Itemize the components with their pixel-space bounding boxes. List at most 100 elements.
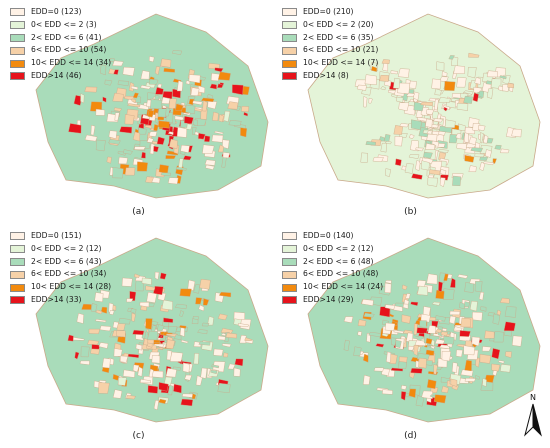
tract-polygon bbox=[363, 95, 368, 108]
legend-item-class4: 10< EDD <= 14 (7) bbox=[282, 57, 378, 70]
tract-polygon bbox=[114, 112, 120, 122]
tract-polygon bbox=[187, 279, 196, 291]
tract-polygon bbox=[129, 291, 137, 301]
legend-item-class3: 6< EDD <= 10 (48) bbox=[282, 268, 383, 281]
tract-polygon bbox=[99, 325, 112, 332]
tract-polygon bbox=[450, 378, 458, 387]
tract-polygon bbox=[393, 77, 401, 89]
tract-polygon bbox=[233, 367, 241, 377]
tract-polygon bbox=[160, 58, 172, 68]
tract-polygon bbox=[456, 77, 467, 88]
tract-polygon bbox=[227, 363, 236, 370]
legend-label: EDD>14 (8) bbox=[303, 70, 349, 80]
tract-polygon bbox=[76, 313, 84, 324]
tract-polygon bbox=[441, 350, 452, 362]
tract-polygon bbox=[113, 107, 122, 112]
tract-polygon bbox=[193, 341, 202, 348]
tract-polygon bbox=[165, 155, 177, 160]
tract-polygon bbox=[456, 143, 468, 150]
panel-caption: (d) bbox=[404, 431, 417, 441]
tract-polygon bbox=[433, 364, 438, 375]
tract-polygon bbox=[218, 291, 232, 298]
tract-polygon bbox=[211, 364, 220, 369]
tract-polygon bbox=[420, 313, 431, 323]
legend-label: 10< EDD <= 14 (7) bbox=[303, 58, 379, 68]
tract-polygon bbox=[419, 320, 427, 329]
tract-polygon bbox=[472, 311, 483, 322]
legend-item-class2: 2< EDD <= 6 (35) bbox=[282, 32, 378, 45]
tract-polygon bbox=[113, 348, 123, 357]
choropleth-map-b bbox=[307, 13, 541, 199]
tract-polygon bbox=[147, 110, 155, 118]
tract-polygon bbox=[157, 108, 168, 118]
tract-polygon bbox=[112, 321, 119, 329]
tract-polygon bbox=[132, 329, 145, 335]
tract-polygon bbox=[130, 85, 139, 90]
tract-polygon bbox=[379, 74, 390, 82]
legend-label: 0< EDD <= 2 (3) bbox=[31, 19, 97, 29]
tract-polygon bbox=[223, 352, 229, 358]
tract-polygon bbox=[390, 70, 398, 75]
legend-item-class0: EDD=0 (151) bbox=[10, 230, 111, 243]
tract-polygon bbox=[98, 382, 110, 394]
tract-polygon bbox=[472, 92, 479, 102]
tract-polygon bbox=[119, 126, 133, 134]
tract-polygon bbox=[362, 353, 369, 363]
tract-polygon bbox=[211, 134, 224, 143]
tract-polygon bbox=[117, 377, 127, 386]
legend-item-class1: 0< EDD <= 2 (12) bbox=[282, 243, 383, 256]
tract-polygon bbox=[165, 367, 177, 378]
tract-polygon bbox=[169, 351, 184, 362]
tract-polygon bbox=[94, 318, 107, 323]
tract-polygon bbox=[192, 100, 203, 106]
tract-polygon bbox=[474, 153, 485, 158]
tract-polygon bbox=[399, 123, 410, 128]
map-panel-c: EDD=0 (151) 0< EDD <= 2 (12) 2< EDD <= 6… bbox=[6, 228, 271, 443]
tract-polygon bbox=[141, 277, 152, 285]
tract-polygon bbox=[167, 131, 174, 135]
tract-polygon bbox=[356, 84, 367, 91]
tract-polygon bbox=[463, 345, 475, 356]
tract-polygon bbox=[225, 332, 238, 339]
tract-polygon bbox=[112, 389, 123, 399]
tract-polygon bbox=[411, 173, 423, 180]
tract-polygon bbox=[217, 382, 231, 393]
tract-polygon bbox=[214, 67, 224, 73]
tract-polygon bbox=[423, 151, 433, 159]
legend-swatch bbox=[282, 232, 297, 241]
tract-polygon bbox=[451, 362, 458, 373]
tract-polygon bbox=[386, 351, 392, 363]
tract-polygon bbox=[395, 158, 402, 167]
tract-polygon bbox=[425, 337, 433, 345]
tract-polygon bbox=[408, 133, 415, 139]
tract-polygon bbox=[472, 123, 481, 132]
tract-polygon bbox=[343, 339, 350, 351]
tract-polygon bbox=[205, 164, 215, 170]
legend-swatch bbox=[10, 270, 25, 279]
tract-polygon bbox=[218, 144, 224, 153]
tract-polygon bbox=[415, 327, 428, 335]
tract-polygon bbox=[122, 66, 135, 77]
tract-polygon bbox=[464, 359, 472, 372]
north-arrow-icon bbox=[524, 403, 542, 437]
tract-polygon bbox=[474, 77, 481, 85]
tract-polygon bbox=[176, 80, 184, 92]
legend-item-class5: EDD>14 (29) bbox=[282, 294, 383, 307]
tract-polygon bbox=[139, 378, 152, 384]
tract-polygon bbox=[368, 97, 373, 104]
tract-polygon bbox=[153, 145, 159, 153]
tract-polygon bbox=[156, 136, 165, 145]
legend-item-class0: EDD=0 (140) bbox=[282, 230, 383, 243]
tract-polygon bbox=[364, 74, 377, 86]
legend-item-class2: 2< EDD <= 6 (43) bbox=[10, 256, 111, 269]
tract-polygon bbox=[147, 330, 159, 341]
legend-item-class5: EDD>14 (33) bbox=[10, 294, 111, 307]
tract-polygon bbox=[366, 332, 371, 343]
tract-polygon bbox=[165, 107, 171, 117]
legend-swatch bbox=[10, 232, 25, 241]
tract-polygon bbox=[118, 317, 131, 325]
tract-polygon bbox=[202, 298, 209, 306]
legend-label: 2< EDD <= 6 (41) bbox=[31, 32, 102, 42]
tract-polygon bbox=[396, 96, 404, 103]
tract-polygon bbox=[134, 146, 146, 151]
